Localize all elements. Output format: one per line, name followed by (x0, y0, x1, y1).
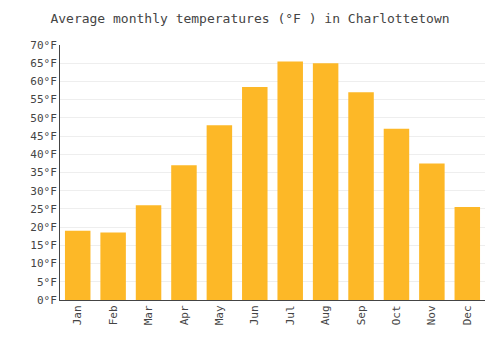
svg-text:45°F: 45°F (30, 130, 57, 143)
svg-text:Apr: Apr (178, 305, 191, 325)
svg-text:60°F: 60°F (30, 75, 57, 88)
svg-text:Sep: Sep (355, 305, 368, 325)
svg-text:Aug: Aug (319, 305, 332, 325)
svg-text:Nov: Nov (425, 305, 438, 325)
svg-text:25°F: 25°F (30, 203, 57, 216)
svg-text:20°F: 20°F (30, 221, 57, 234)
svg-text:0°F: 0°F (37, 294, 57, 307)
svg-text:Mar: Mar (142, 305, 155, 325)
svg-text:50°F: 50°F (30, 112, 57, 125)
svg-text:10°F: 10°F (30, 257, 57, 270)
svg-text:Oct: Oct (390, 305, 403, 325)
svg-text:Jul: Jul (284, 305, 297, 325)
svg-text:5°F: 5°F (37, 276, 57, 289)
svg-text:55°F: 55°F (30, 93, 57, 106)
svg-text:Dec: Dec (461, 305, 474, 325)
svg-text:70°F: 70°F (30, 39, 57, 52)
svg-text:May: May (213, 305, 226, 325)
svg-text:15°F: 15°F (30, 239, 57, 252)
svg-text:Feb: Feb (107, 305, 120, 325)
svg-text:35°F: 35°F (30, 166, 57, 179)
svg-text:Jan: Jan (71, 305, 84, 325)
svg-text:65°F: 65°F (30, 57, 57, 70)
svg-text:40°F: 40°F (30, 148, 57, 161)
svg-text:Average monthly temperatures (: Average monthly temperatures (°F ) in Ch… (50, 11, 449, 26)
svg-text:Jun: Jun (248, 305, 261, 325)
svg-text:30°F: 30°F (30, 185, 57, 198)
